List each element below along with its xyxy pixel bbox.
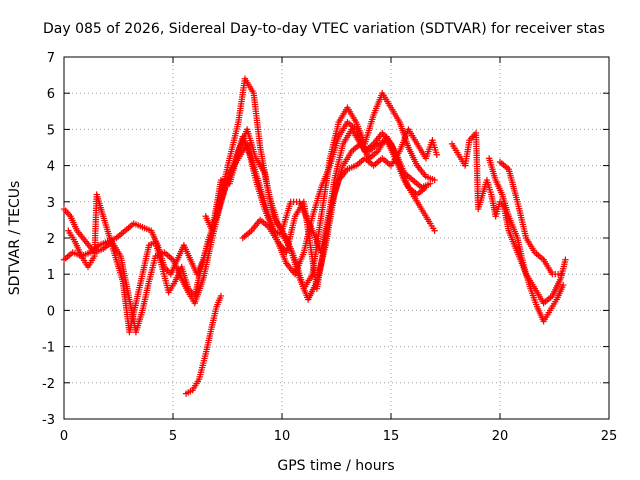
- series-track-9: [496, 158, 565, 278]
- y-tick-label: 1: [47, 268, 55, 283]
- series-track-6: [182, 292, 225, 397]
- y-tick-label: 5: [47, 123, 55, 138]
- x-axis: 0 5 10 15 20 25: [60, 57, 617, 444]
- y-axis-label: SDTVAR / TECUs: [7, 181, 23, 296]
- x-tick-label: 15: [383, 429, 400, 444]
- y-tick-label: -3: [42, 413, 55, 428]
- y-tick-label: 6: [47, 87, 55, 102]
- y-tick-label: 3: [47, 196, 55, 211]
- series-track-8: [485, 155, 567, 325]
- y-tick-label: 2: [47, 232, 55, 247]
- data-point: [562, 256, 569, 263]
- data-point: [217, 292, 225, 300]
- x-tick-label: 25: [601, 429, 618, 444]
- data-point: [431, 176, 438, 184]
- data-point: [433, 151, 440, 158]
- data-point: [560, 281, 567, 289]
- x-tick-label: 5: [169, 429, 177, 444]
- y-tick-label: -2: [42, 377, 55, 392]
- data-point: [557, 271, 565, 278]
- data-point: [431, 227, 438, 234]
- y-tick-label: 7: [47, 51, 55, 66]
- data-point: [427, 180, 434, 187]
- data-point: [422, 184, 430, 191]
- x-tick-label: 0: [60, 429, 68, 444]
- y-tick-label: -1: [42, 341, 55, 356]
- data-points: [60, 75, 569, 397]
- series-track-4: [202, 126, 440, 256]
- chart-title: Day 085 of 2026, Sidereal Day-to-day VTE…: [43, 21, 605, 37]
- x-axis-label: GPS time / hours: [277, 458, 394, 474]
- x-tick-label: 20: [492, 429, 509, 444]
- series-track-5: [239, 118, 430, 278]
- x-tick-label: 10: [274, 429, 291, 444]
- y-axis: -3 -2 -1 0 1 2 3 4 5 6 7: [42, 51, 609, 428]
- y-tick-label: 4: [47, 160, 55, 175]
- y-tick-label: 0: [47, 304, 55, 319]
